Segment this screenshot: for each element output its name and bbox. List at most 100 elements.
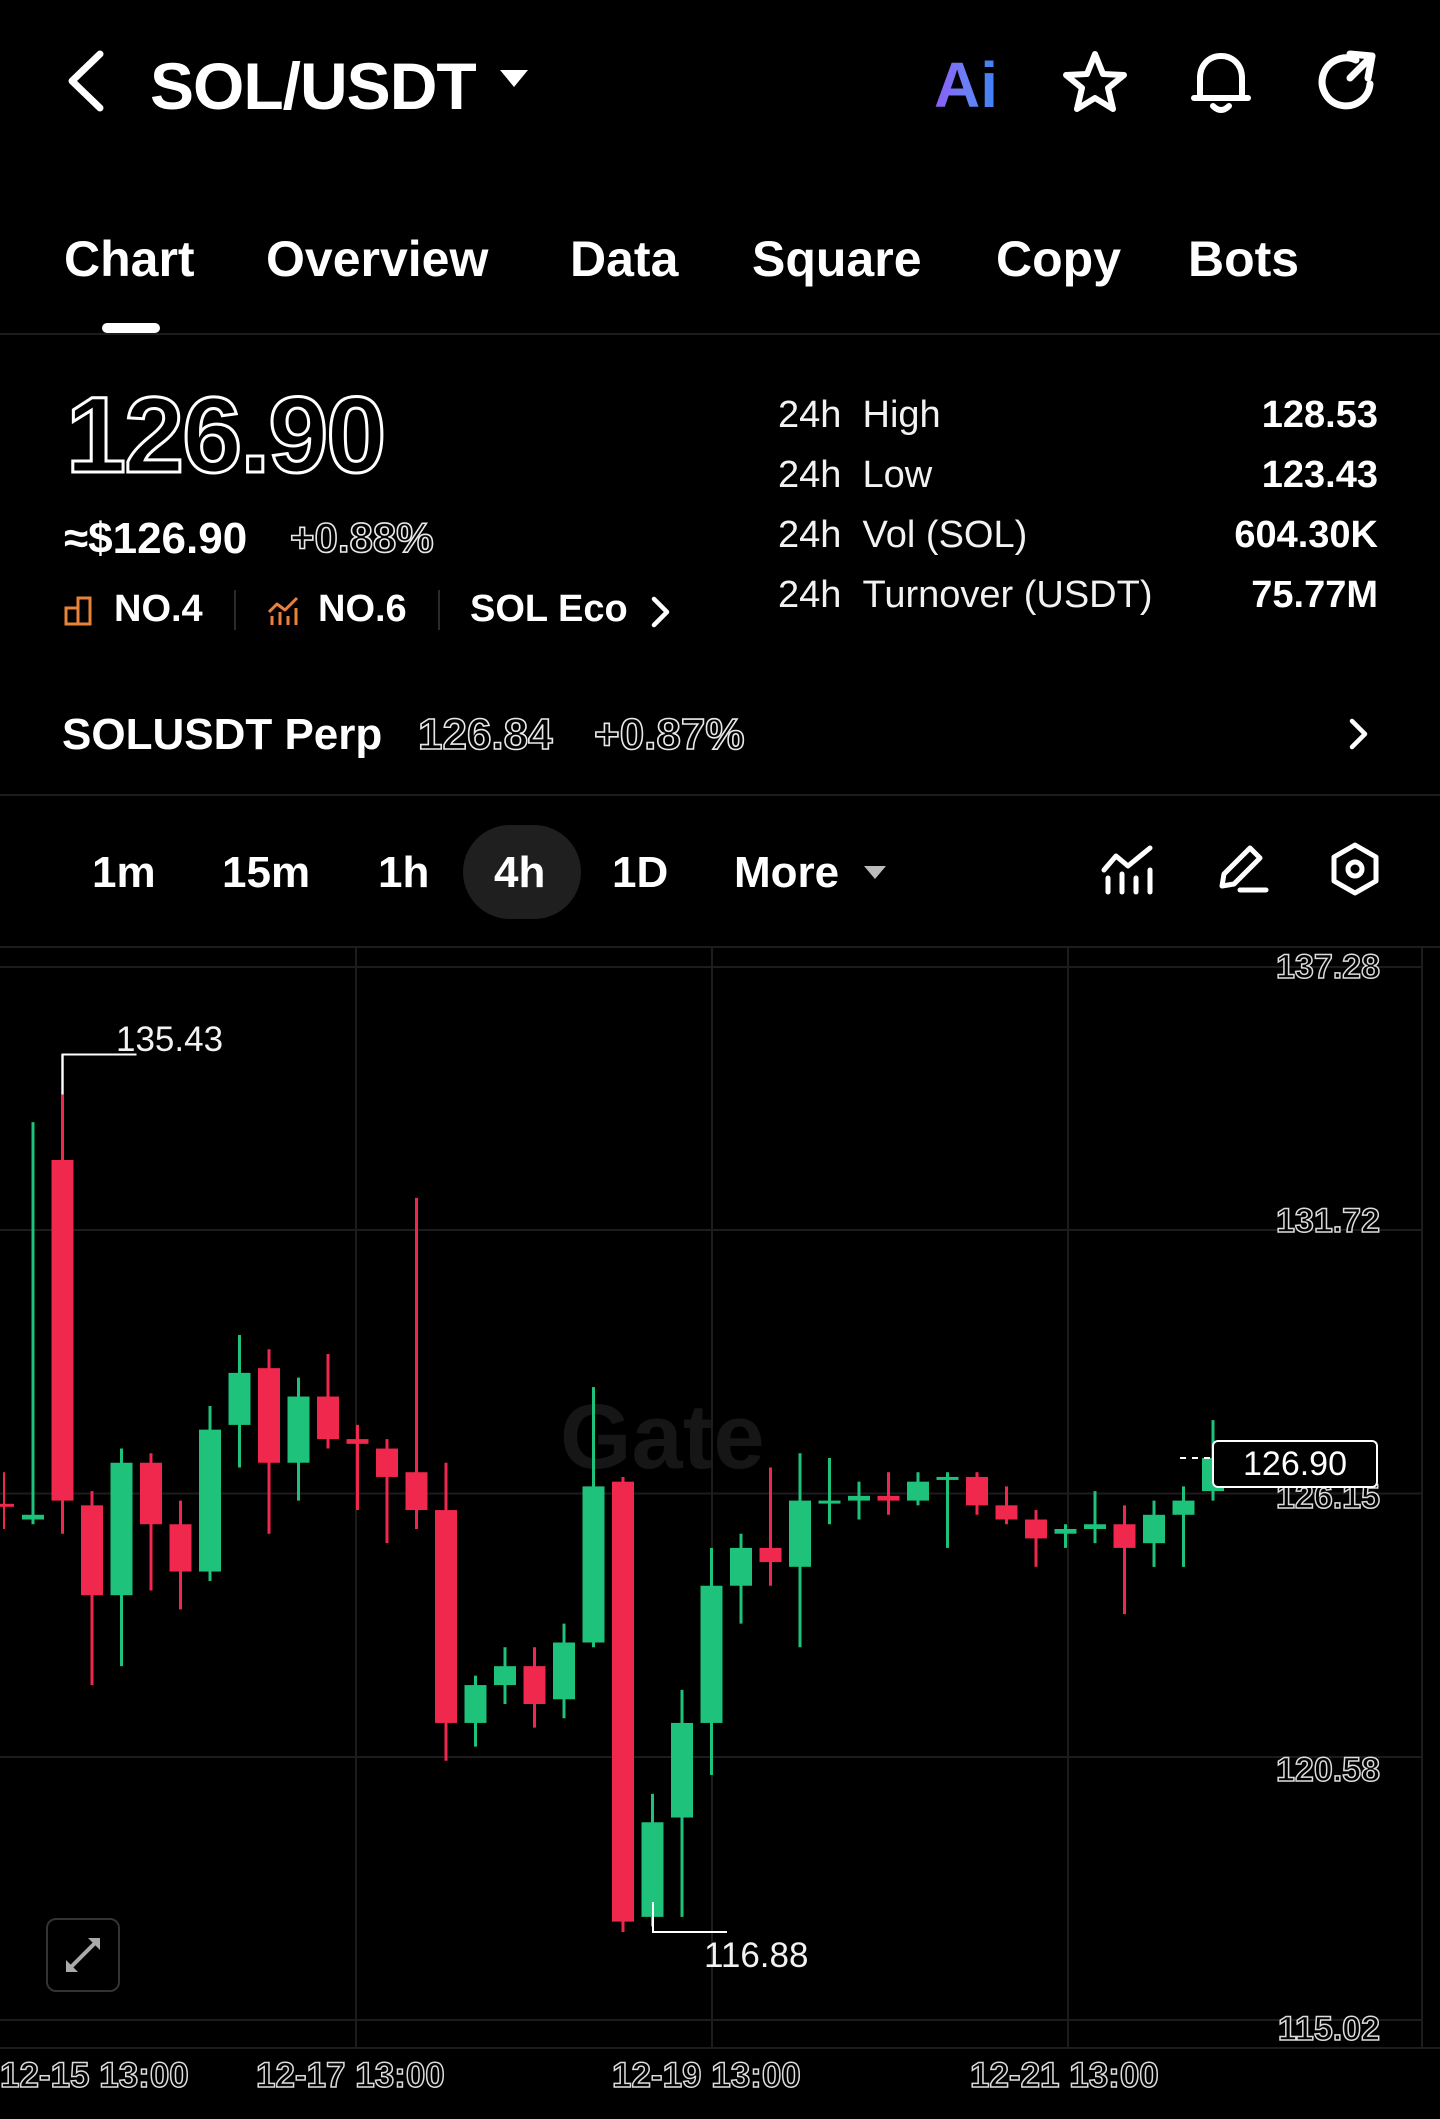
ai-icon[interactable]: Ai [934,49,998,121]
price-change-pct: +0.88% [289,513,434,562]
tab-square[interactable]: Square [752,231,922,287]
candle-body-29 [848,1495,870,1501]
rank-badge-1[interactable]: NO.4 [114,588,203,630]
tab-data[interactable]: Data [570,231,679,287]
candle-body-33 [966,1476,988,1506]
candle-body-31 [907,1481,929,1501]
current-price-label: 126.90 [1212,1440,1378,1488]
star-icon[interactable] [1060,48,1130,118]
tabs-divider [0,333,1440,335]
candle-body-16 [464,1685,487,1723]
timeframe-15m[interactable]: 15m [222,848,311,897]
x-tick-4: 12-21 13:00 [969,2055,1159,2096]
chevron-right-icon[interactable] [648,594,672,630]
x-tick-3: 12-19 13:00 [611,2055,801,2096]
expand-icon [66,1938,100,1972]
stat-turnover-value: 75.77M [1251,574,1378,616]
timeframe-more[interactable]: More [734,848,840,897]
candle-body-28 [818,1500,841,1504]
candle-body-18 [523,1666,546,1705]
stat-low-label: 24h Low [778,454,933,496]
last-price: 126.90 [64,373,387,497]
y-tick-5: 115.02 [1277,2009,1381,2049]
perp-chevron-right-icon[interactable] [1346,716,1370,752]
active-tab-indicator [102,323,160,333]
eco-link[interactable]: SOL Eco [470,588,628,630]
candle-body-2 [51,1160,74,1501]
timeframe-4h[interactable]: 4h [494,848,546,897]
candle-body-24 [700,1585,723,1723]
chart-settings-icon[interactable] [1326,840,1384,898]
tab-bots[interactable]: Bots [1188,231,1300,287]
candle-body-20 [582,1486,605,1643]
candle-body-26 [759,1547,782,1563]
candle-body-11 [317,1396,339,1440]
high-marker-line [61,1053,137,1095]
x-tick-2: 12-17 13:00 [255,2055,445,2096]
timeframe-1d[interactable]: 1D [612,848,669,897]
candle-body-3 [81,1505,103,1596]
draw-pen-icon[interactable] [1214,840,1270,896]
timeframe-1h[interactable]: 1h [378,848,430,897]
stat-high-label: 24h High [778,394,941,436]
candle-body-13 [376,1448,398,1477]
candle-body-35 [1025,1519,1047,1539]
candle-body-34 [995,1505,1018,1520]
rank-badge-2[interactable]: NO.6 [318,588,407,630]
bell-icon[interactable] [1186,46,1256,118]
rank-market-cap-icon [64,596,92,626]
candle-body-10 [287,1396,310,1463]
more-caret-icon[interactable] [864,866,886,879]
candle-body-9 [258,1368,280,1463]
candle-body-7 [199,1429,221,1572]
candlestick-chart[interactable] [0,948,1440,2119]
rank-separator-2 [438,590,440,630]
candle-body-6 [169,1524,192,1572]
active-timeframe-pill [463,825,581,919]
candle-body-19 [553,1642,575,1700]
stat-turnover-label: 24h Turnover (USDT) [778,574,1153,616]
candle-body-21 [612,1481,634,1922]
stat-high-value: 128.53 [1261,394,1378,436]
rank-separator [234,590,236,630]
high-price-label: 135.43 [116,1020,224,1059]
stat-vol-value: 604.30K [1234,514,1378,556]
perp-name[interactable]: SOLUSDT Perp [62,710,383,759]
candle-body-40 [1172,1500,1195,1515]
stat-low-value: 123.43 [1261,454,1378,496]
candle-body-39 [1143,1514,1165,1544]
candle-body-4 [110,1462,133,1596]
candle-body-17 [494,1666,516,1686]
candle-body-14 [405,1472,428,1511]
candle-body-32 [936,1476,959,1480]
pair-title[interactable]: SOL/USDT [150,49,477,123]
candle-body-1 [22,1514,44,1520]
candle-body-5 [140,1462,162,1525]
timeframe-1m[interactable]: 1m [92,848,156,897]
tab-chart[interactable]: Chart [64,231,195,287]
tab-overview[interactable]: Overview [266,231,489,287]
fullscreen-button[interactable] [46,1918,120,1992]
low-marker-line [652,1902,727,1934]
stat-vol-label: 24h Vol (SOL) [778,514,1028,556]
candle-body-12 [346,1439,369,1444]
toolbar-divider [0,946,1440,948]
candle-body-27 [789,1500,811,1567]
perp-price: 126.84 [417,709,553,760]
y-tick-4: 120.58 [1275,1750,1381,1790]
perp-divider [0,794,1440,796]
candle-body-38 [1113,1524,1136,1548]
tab-copy[interactable]: Copy [996,231,1121,287]
low-price-label: 116.88 [704,1936,809,1975]
indicator-icon[interactable] [1100,844,1156,896]
candle-body-30 [877,1495,900,1501]
back-arrow-icon[interactable] [58,46,118,116]
candle-body-22 [641,1822,664,1917]
pair-dropdown-icon[interactable] [500,70,528,87]
usd-price: ≈$126.90 [64,514,248,563]
y-tick-1: 137.28 [1275,947,1381,987]
rank-trend-icon [267,596,299,625]
share-icon[interactable] [1312,46,1384,118]
candle-body-36 [1054,1528,1077,1534]
candle-body-23 [671,1722,693,1818]
